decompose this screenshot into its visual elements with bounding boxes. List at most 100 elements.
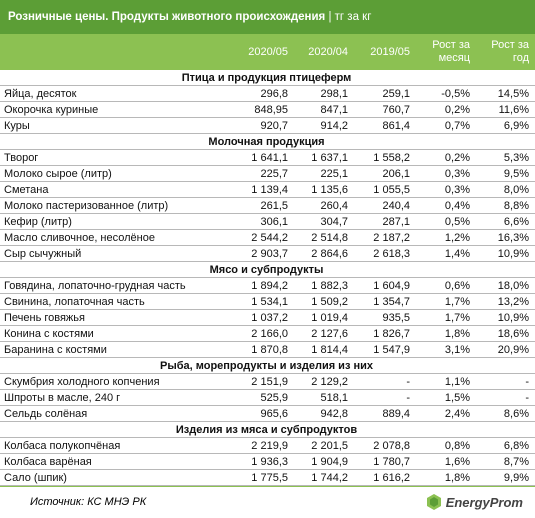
column-header: 2020/04 xyxy=(294,34,354,70)
logo: EnergyProm xyxy=(425,493,523,511)
cell: 935,5 xyxy=(354,309,416,326)
data-row: Колбаса полукопчёная 2 219,9 2 201,5 2 078,… xyxy=(0,437,535,454)
product-name: Колбаса полукопчёная xyxy=(0,437,232,454)
data-row: Печень говяжья 1 037,2 1 019,4 935,5 1,7% 10,… xyxy=(0,309,535,326)
footer: Источник: КС МНЭ РК EnergyProm xyxy=(0,486,535,518)
cell: 920,7 xyxy=(232,117,294,134)
cell: 260,4 xyxy=(294,197,354,214)
cell: 8,8% xyxy=(476,197,535,214)
data-row: Сыр сычужный 2 903,7 2 864,6 2 618,3 1,4% 10,… xyxy=(0,245,535,262)
cell: 1 616,2 xyxy=(354,469,416,486)
section-row: Молочная продукция xyxy=(0,133,535,150)
cell: 18,6% xyxy=(476,325,535,342)
product-name: Масло сливочное, несолёное xyxy=(0,229,232,246)
cell: 296,8 xyxy=(232,85,294,102)
cell: 861,4 xyxy=(354,117,416,134)
section-title: Молочная продукция xyxy=(0,133,535,150)
cell: 525,9 xyxy=(232,389,294,406)
cell: 10,9% xyxy=(476,245,535,262)
product-name: Окорочка куриные xyxy=(0,101,232,118)
cell: 8,0% xyxy=(476,181,535,198)
column-header: Рост за месяц xyxy=(416,34,476,70)
cell: 1 936,3 xyxy=(232,453,294,470)
product-name: Колбаса варёная xyxy=(0,453,232,470)
product-name: Говядина, лопаточно-грудная часть xyxy=(0,277,232,294)
section-row: Рыба, морепродукты и изделия из них xyxy=(0,357,535,374)
cell: 5,3% xyxy=(476,149,535,166)
cell: 0,2% xyxy=(416,149,476,166)
cell: 1 637,1 xyxy=(294,149,354,166)
cell: 1 814,4 xyxy=(294,341,354,358)
cell: 0,4% xyxy=(416,197,476,214)
column-header: 2020/05 xyxy=(232,34,294,70)
data-row: Шпроты в масле, 240 г 525,9 518,1-1,5% - xyxy=(0,389,535,406)
cell: 2 903,7 xyxy=(232,245,294,262)
title: Розничные цены. Продукты животного проис… xyxy=(8,11,326,23)
cell: 0,8% xyxy=(416,437,476,454)
product-name: Шпроты в масле, 240 г xyxy=(0,389,232,406)
table-body: Птица и продукция птицеферм Яйца, десяток… xyxy=(0,70,535,486)
data-row: Окорочка куриные 848,95 847,1 760,7 0,2% 11,6… xyxy=(0,101,535,118)
cell: 1 509,2 xyxy=(294,293,354,310)
section-row: Птица и продукция птицеферм xyxy=(0,70,535,86)
data-row: Конина с костями 2 166,0 2 127,6 1 826,7 1,8… xyxy=(0,325,535,342)
cell: 10,9% xyxy=(476,309,535,326)
cell: 1 019,4 xyxy=(294,309,354,326)
data-row: Баранина с костями 1 870,8 1 814,4 1 547,9 3… xyxy=(0,341,535,358)
cell: 8,7% xyxy=(476,453,535,470)
product-name: Скумбрия холодного копчения xyxy=(0,373,232,390)
cell: 2 127,6 xyxy=(294,325,354,342)
cell: 20,9% xyxy=(476,341,535,358)
cell: 1 604,9 xyxy=(354,277,416,294)
cell: 0,6% xyxy=(416,277,476,294)
source: Источник: КС МНЭ РК xyxy=(30,496,147,508)
cell: 225,1 xyxy=(294,165,354,182)
cell: 2 514,8 xyxy=(294,229,354,246)
logo-icon xyxy=(426,494,441,510)
section-title: Рыба, морепродукты и изделия из них xyxy=(0,357,535,374)
product-name: Сметана xyxy=(0,181,232,198)
cell: 847,1 xyxy=(294,101,354,118)
data-row: Говядина, лопаточно-грудная часть 1 894,2… xyxy=(0,277,535,294)
data-row: Яйца, десяток 296,8 298,1 259,1 -0,5% 14,5% xyxy=(0,85,535,102)
cell: 11,6% xyxy=(476,101,535,118)
header-cell xyxy=(0,34,232,70)
cell: 1 534,1 xyxy=(232,293,294,310)
section-row: Изделия из мяса и субпродуктов xyxy=(0,421,535,438)
cell: 0,3% xyxy=(416,165,476,182)
cell: 0,3% xyxy=(416,181,476,198)
cell: 1 055,5 xyxy=(354,181,416,198)
product-name: Баранина с костями xyxy=(0,341,232,358)
cell: 2,4% xyxy=(416,405,476,422)
cell: 1,1% xyxy=(416,373,476,390)
cell: 889,4 xyxy=(354,405,416,422)
product-name: Кефир (литр) xyxy=(0,213,232,230)
cell: 1 354,7 xyxy=(354,293,416,310)
data-row: Куры 920,7 914,2 861,4 0,7% 6,9% xyxy=(0,117,535,134)
product-name: Сало (шпик) xyxy=(0,469,232,486)
data-row: Масло сливочное, несолёное 2 544,2 2 514,8… xyxy=(0,229,535,246)
cell: 2 219,9 xyxy=(232,437,294,454)
cell: 1 139,4 xyxy=(232,181,294,198)
column-header: Рост за год xyxy=(476,34,535,70)
cell: 306,1 xyxy=(232,213,294,230)
cell: 16,3% xyxy=(476,229,535,246)
cell: 6,8% xyxy=(476,437,535,454)
cell: 1 641,1 xyxy=(232,149,294,166)
product-name: Сыр сычужный xyxy=(0,245,232,262)
title-bar: Розничные цены. Продукты животного проис… xyxy=(0,0,535,34)
cell: 0,7% xyxy=(416,117,476,134)
cell: 1,8% xyxy=(416,469,476,486)
section-title: Мясо и субпродукты xyxy=(0,261,535,278)
cell: 1,7% xyxy=(416,293,476,310)
cell: 3,1% xyxy=(416,341,476,358)
cell: 9,5% xyxy=(476,165,535,182)
cell: 1 826,7 xyxy=(354,325,416,342)
data-row: Молоко сырое (литр) 225,7 225,1 206,1 0,3% 9,… xyxy=(0,165,535,182)
cell: 760,7 xyxy=(354,101,416,118)
cell: 1 894,2 xyxy=(232,277,294,294)
price-table: 2020/05 2020/04 2019/05 Рост за месяц Рост з… xyxy=(0,34,535,486)
cell: 225,7 xyxy=(232,165,294,182)
cell: 2 187,2 xyxy=(354,229,416,246)
